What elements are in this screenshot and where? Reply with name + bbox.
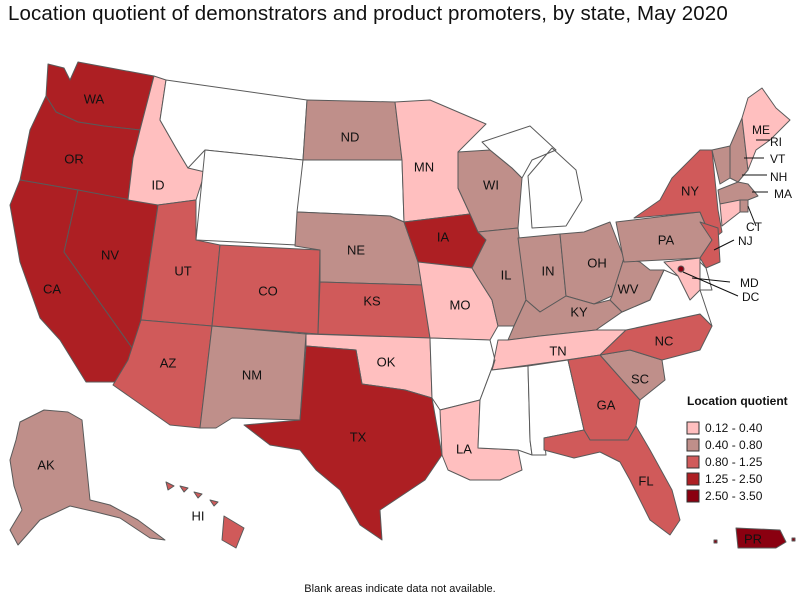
legend-swatch	[686, 472, 700, 486]
legend-swatch	[686, 489, 700, 503]
state-label-ky: KY	[570, 304, 588, 319]
state-label-me: ME	[752, 123, 770, 137]
legend-title: Location quotient	[687, 394, 788, 408]
state-label-pr: PR	[744, 531, 762, 546]
state-label-oh: OH	[587, 255, 607, 270]
state-wy[interactable]	[195, 149, 304, 246]
state-label-vt: VT	[770, 152, 786, 166]
legend-swatch	[686, 421, 700, 435]
state-label-md: MD	[740, 276, 759, 290]
label-leader-lines	[682, 139, 770, 297]
state-ri[interactable]	[739, 199, 749, 213]
page-title: Location quotient of demonstrators and p…	[8, 2, 728, 25]
state-label-ct: CT	[746, 220, 763, 234]
state-label-mo: MO	[450, 297, 471, 312]
state-label-ma: MA	[774, 187, 792, 201]
state-label-mn: MN	[414, 159, 434, 174]
state-hi[interactable]	[165, 481, 245, 549]
state-md[interactable]	[663, 257, 701, 301]
legend-label: 0.12 - 0.40	[705, 421, 763, 435]
state-label-nh: NH	[770, 170, 787, 184]
legend-label: 0.40 - 0.80	[705, 438, 763, 452]
state-labels: WA OR CA NV ID UT AZ CO NM ND NE KS OK TX MN IA MO LA WI IL…	[37, 91, 792, 546]
state-pr[interactable]	[713, 527, 796, 549]
state-label-fl: FL	[638, 473, 653, 488]
state-label-nc: NC	[655, 333, 674, 348]
state-ks[interactable]	[317, 281, 431, 339]
state-label-dc: DC	[742, 290, 760, 304]
state-me[interactable]	[741, 87, 791, 171]
legend-swatch	[686, 455, 700, 469]
state-label-nd: ND	[341, 129, 360, 144]
state-label-ut: UT	[174, 263, 191, 278]
state-label-nv: NV	[101, 247, 119, 262]
state-label-pa: PA	[658, 232, 675, 247]
state-label-or: OR	[64, 151, 84, 166]
state-label-il: IL	[501, 267, 512, 282]
state-label-id: ID	[152, 177, 165, 192]
state-tx[interactable]	[243, 345, 443, 541]
legend-label: 1.25 - 2.50	[705, 472, 763, 486]
state-ak[interactable]	[9, 409, 166, 546]
state-label-ri: RI	[770, 135, 782, 149]
state-mi[interactable]	[481, 125, 583, 229]
state-fl[interactable]	[543, 425, 681, 536]
state-label-wa: WA	[84, 91, 105, 106]
state-label-sc: SC	[631, 371, 649, 386]
state-label-wi: WI	[483, 177, 499, 192]
state-label-wv: WV	[618, 281, 639, 296]
state-label-ga: GA	[597, 397, 616, 412]
state-ct[interactable]	[719, 199, 741, 227]
state-label-ok: OK	[377, 354, 396, 369]
legend-swatch	[686, 438, 700, 452]
state-label-nm: NM	[242, 367, 262, 382]
state-label-ca: CA	[43, 281, 61, 296]
state-label-in: IN	[542, 263, 555, 278]
legend-label: 0.80 - 1.25	[705, 455, 763, 469]
state-label-az: AZ	[160, 355, 177, 370]
state-label-ny: NY	[681, 183, 699, 198]
state-label-la: LA	[456, 441, 472, 456]
state-label-tx: TX	[350, 429, 367, 444]
state-label-nj: NJ	[738, 234, 753, 248]
state-wv[interactable]	[609, 257, 665, 313]
legend-label: 2.50 - 3.50	[705, 489, 763, 503]
state-label-hi: HI	[192, 508, 205, 523]
state-label-ak: AK	[37, 457, 55, 472]
state-label-ia: IA	[437, 229, 450, 244]
footnote: Blank areas indicate data not available.	[304, 583, 496, 595]
state-label-ne: NE	[347, 242, 365, 257]
state-label-tn: TN	[549, 343, 566, 358]
legend: Location quotient 0.12 - 0.40 0.40 - 0.80…	[686, 394, 788, 503]
state-dc[interactable]	[677, 265, 685, 273]
state-label-ks: KS	[363, 293, 381, 308]
state-label-co: CO	[258, 283, 278, 298]
